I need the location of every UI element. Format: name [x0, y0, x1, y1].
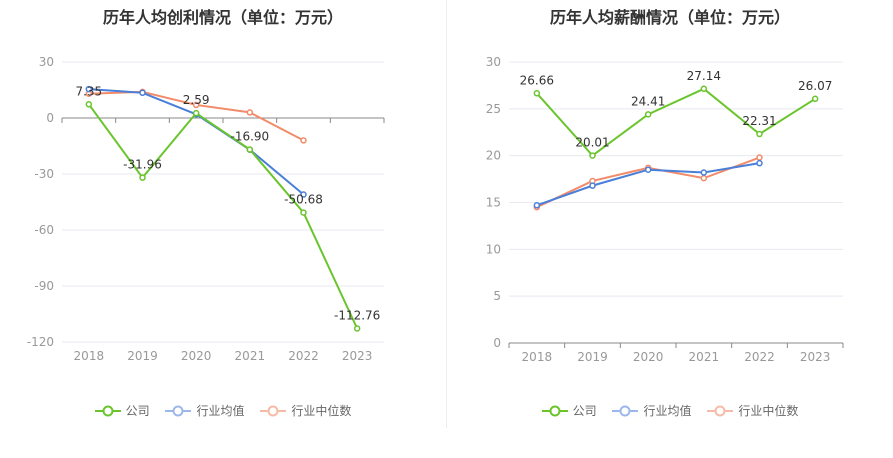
data-point-company — [644, 111, 652, 118]
legend-company-marker-icon — [94, 405, 121, 416]
data-point-company — [139, 174, 146, 181]
x-tick-label: 2023 — [342, 349, 373, 363]
y-tick-label: 25 — [486, 102, 501, 116]
data-point-company — [192, 109, 200, 117]
legend-item-industry-median[interactable]: 行业中位数 — [707, 402, 798, 419]
data-point-company — [533, 90, 541, 97]
data-point-industry-avg — [700, 169, 708, 176]
legend-item-company[interactable]: 公司 — [94, 402, 150, 419]
y-tick-label: 15 — [486, 196, 501, 210]
x-tick-label: 2019 — [127, 349, 158, 363]
chart-legend: 公司 行业均值 行业中位数 — [447, 402, 893, 420]
y-tick-label: 30 — [486, 55, 501, 69]
legend-industry-avg-marker-icon — [165, 405, 192, 416]
legend-item-company[interactable]: 公司 — [541, 402, 597, 419]
legend-company-label: 公司 — [572, 404, 597, 418]
x-tick-label: 2019 — [577, 350, 608, 364]
data-point-industry-median — [192, 101, 200, 109]
legend-industry-avg-label: 行业均值 — [643, 404, 692, 418]
salary-per-capita-chart-panel: 历年人均薪酬情况（单位：万元） 30 25 20 15 10 5 0 2018 2019 2020… — [447, 0, 893, 458]
data-point-industry-median — [756, 154, 763, 161]
chart-title: 历年人均薪酬情况（单位：万元） — [549, 8, 790, 27]
data-point-company — [353, 325, 361, 332]
data-label: 27.14 — [687, 69, 721, 83]
data-point-industry-avg — [300, 191, 307, 198]
y-tick-label: 30 — [39, 55, 54, 69]
data-point-industry-avg — [589, 182, 596, 189]
data-label: -50.68 — [284, 193, 323, 207]
data-point-company — [246, 146, 254, 153]
data-point-industry-avg — [85, 85, 93, 93]
profit-per-capita-chart: 30 0 -30 -60 -90 -120 2018 2019 2020 2021 2022 2023… — [27, 55, 385, 363]
data-point-company — [300, 209, 307, 216]
salary-per-capita-chart: 30 25 20 15 10 5 0 2018 2019 2020 2021 2022 2023 26.6… — [486, 55, 844, 364]
x-tick-label: 2022 — [744, 350, 775, 364]
legend-industry-median-label: 行业中位数 — [738, 404, 799, 418]
legend-industry-median-label: 行业中位数 — [291, 404, 352, 418]
legend-industry-avg-label: 行业均值 — [196, 404, 245, 418]
data-label: -112.76 — [334, 308, 380, 322]
panel-divider — [446, 0, 447, 428]
y-tick-label: 20 — [486, 149, 501, 163]
legend-item-industry-avg[interactable]: 行业均值 — [612, 402, 692, 419]
y-tick-label: 5 — [493, 289, 501, 303]
series-line-company — [536, 87, 816, 157]
data-point-company — [811, 95, 819, 103]
x-tick-label: 2018 — [522, 350, 553, 364]
x-tick-label: 2020 — [633, 350, 664, 364]
data-label: 26.07 — [798, 79, 832, 93]
data-point-industry-avg — [756, 159, 763, 167]
data-label: 24.41 — [631, 94, 665, 108]
data-point-industry-median — [246, 109, 254, 116]
legend-industry-median-marker-icon — [260, 405, 287, 416]
y-tick-label: 0 — [46, 111, 54, 125]
legend-industry-avg-marker-icon — [612, 405, 639, 416]
data-point-company — [756, 130, 763, 138]
x-tick-label: 2020 — [181, 349, 212, 363]
data-label: 2.59 — [183, 93, 210, 107]
data-point-industry-avg — [644, 166, 652, 173]
data-label: 7.35 — [75, 84, 102, 98]
data-label: 20.01 — [575, 136, 609, 150]
data-label: 22.31 — [742, 114, 776, 128]
legend-company-marker-icon — [541, 405, 568, 416]
data-label: 26.66 — [520, 73, 554, 87]
x-tick-label: 2021 — [689, 350, 720, 364]
data-point-industry-median — [300, 137, 307, 144]
x-tick-label: 2018 — [74, 349, 105, 363]
data-point-industry-avg — [139, 89, 146, 97]
y-tick-label: -30 — [34, 167, 54, 181]
y-tick-label: 10 — [486, 242, 501, 256]
data-label: -16.90 — [230, 130, 269, 144]
data-point-industry-avg — [533, 202, 541, 209]
data-point-company — [700, 85, 708, 93]
x-tick-label: 2022 — [288, 349, 319, 363]
chart-title: 历年人均创利情况（单位：万元） — [102, 8, 343, 27]
legend-industry-median-marker-icon — [707, 405, 734, 416]
legend-item-industry-avg[interactable]: 行业均值 — [165, 402, 245, 419]
x-tick-label: 2021 — [235, 349, 266, 363]
y-tick-label: -90 — [34, 279, 54, 293]
legend-company-label: 公司 — [125, 404, 150, 418]
profit-per-capita-chart-panel: 历年人均创利情况（单位：万元） 30 0 -30 -60 -90 -120 2018 2019… — [0, 0, 446, 458]
data-point-industry-median — [700, 174, 708, 182]
y-tick-label: -60 — [34, 223, 54, 237]
legend-item-industry-median[interactable]: 行业中位数 — [260, 402, 351, 419]
y-tick-label: -120 — [27, 335, 54, 349]
x-tick-label: 2023 — [800, 350, 831, 364]
series-line-company — [88, 103, 359, 329]
data-label: -31.96 — [123, 158, 162, 172]
y-tick-label: 0 — [493, 336, 501, 350]
data-point-company — [589, 152, 596, 159]
chart-legend: 公司 行业均值 行业中位数 — [0, 402, 446, 420]
data-point-company — [85, 101, 93, 108]
